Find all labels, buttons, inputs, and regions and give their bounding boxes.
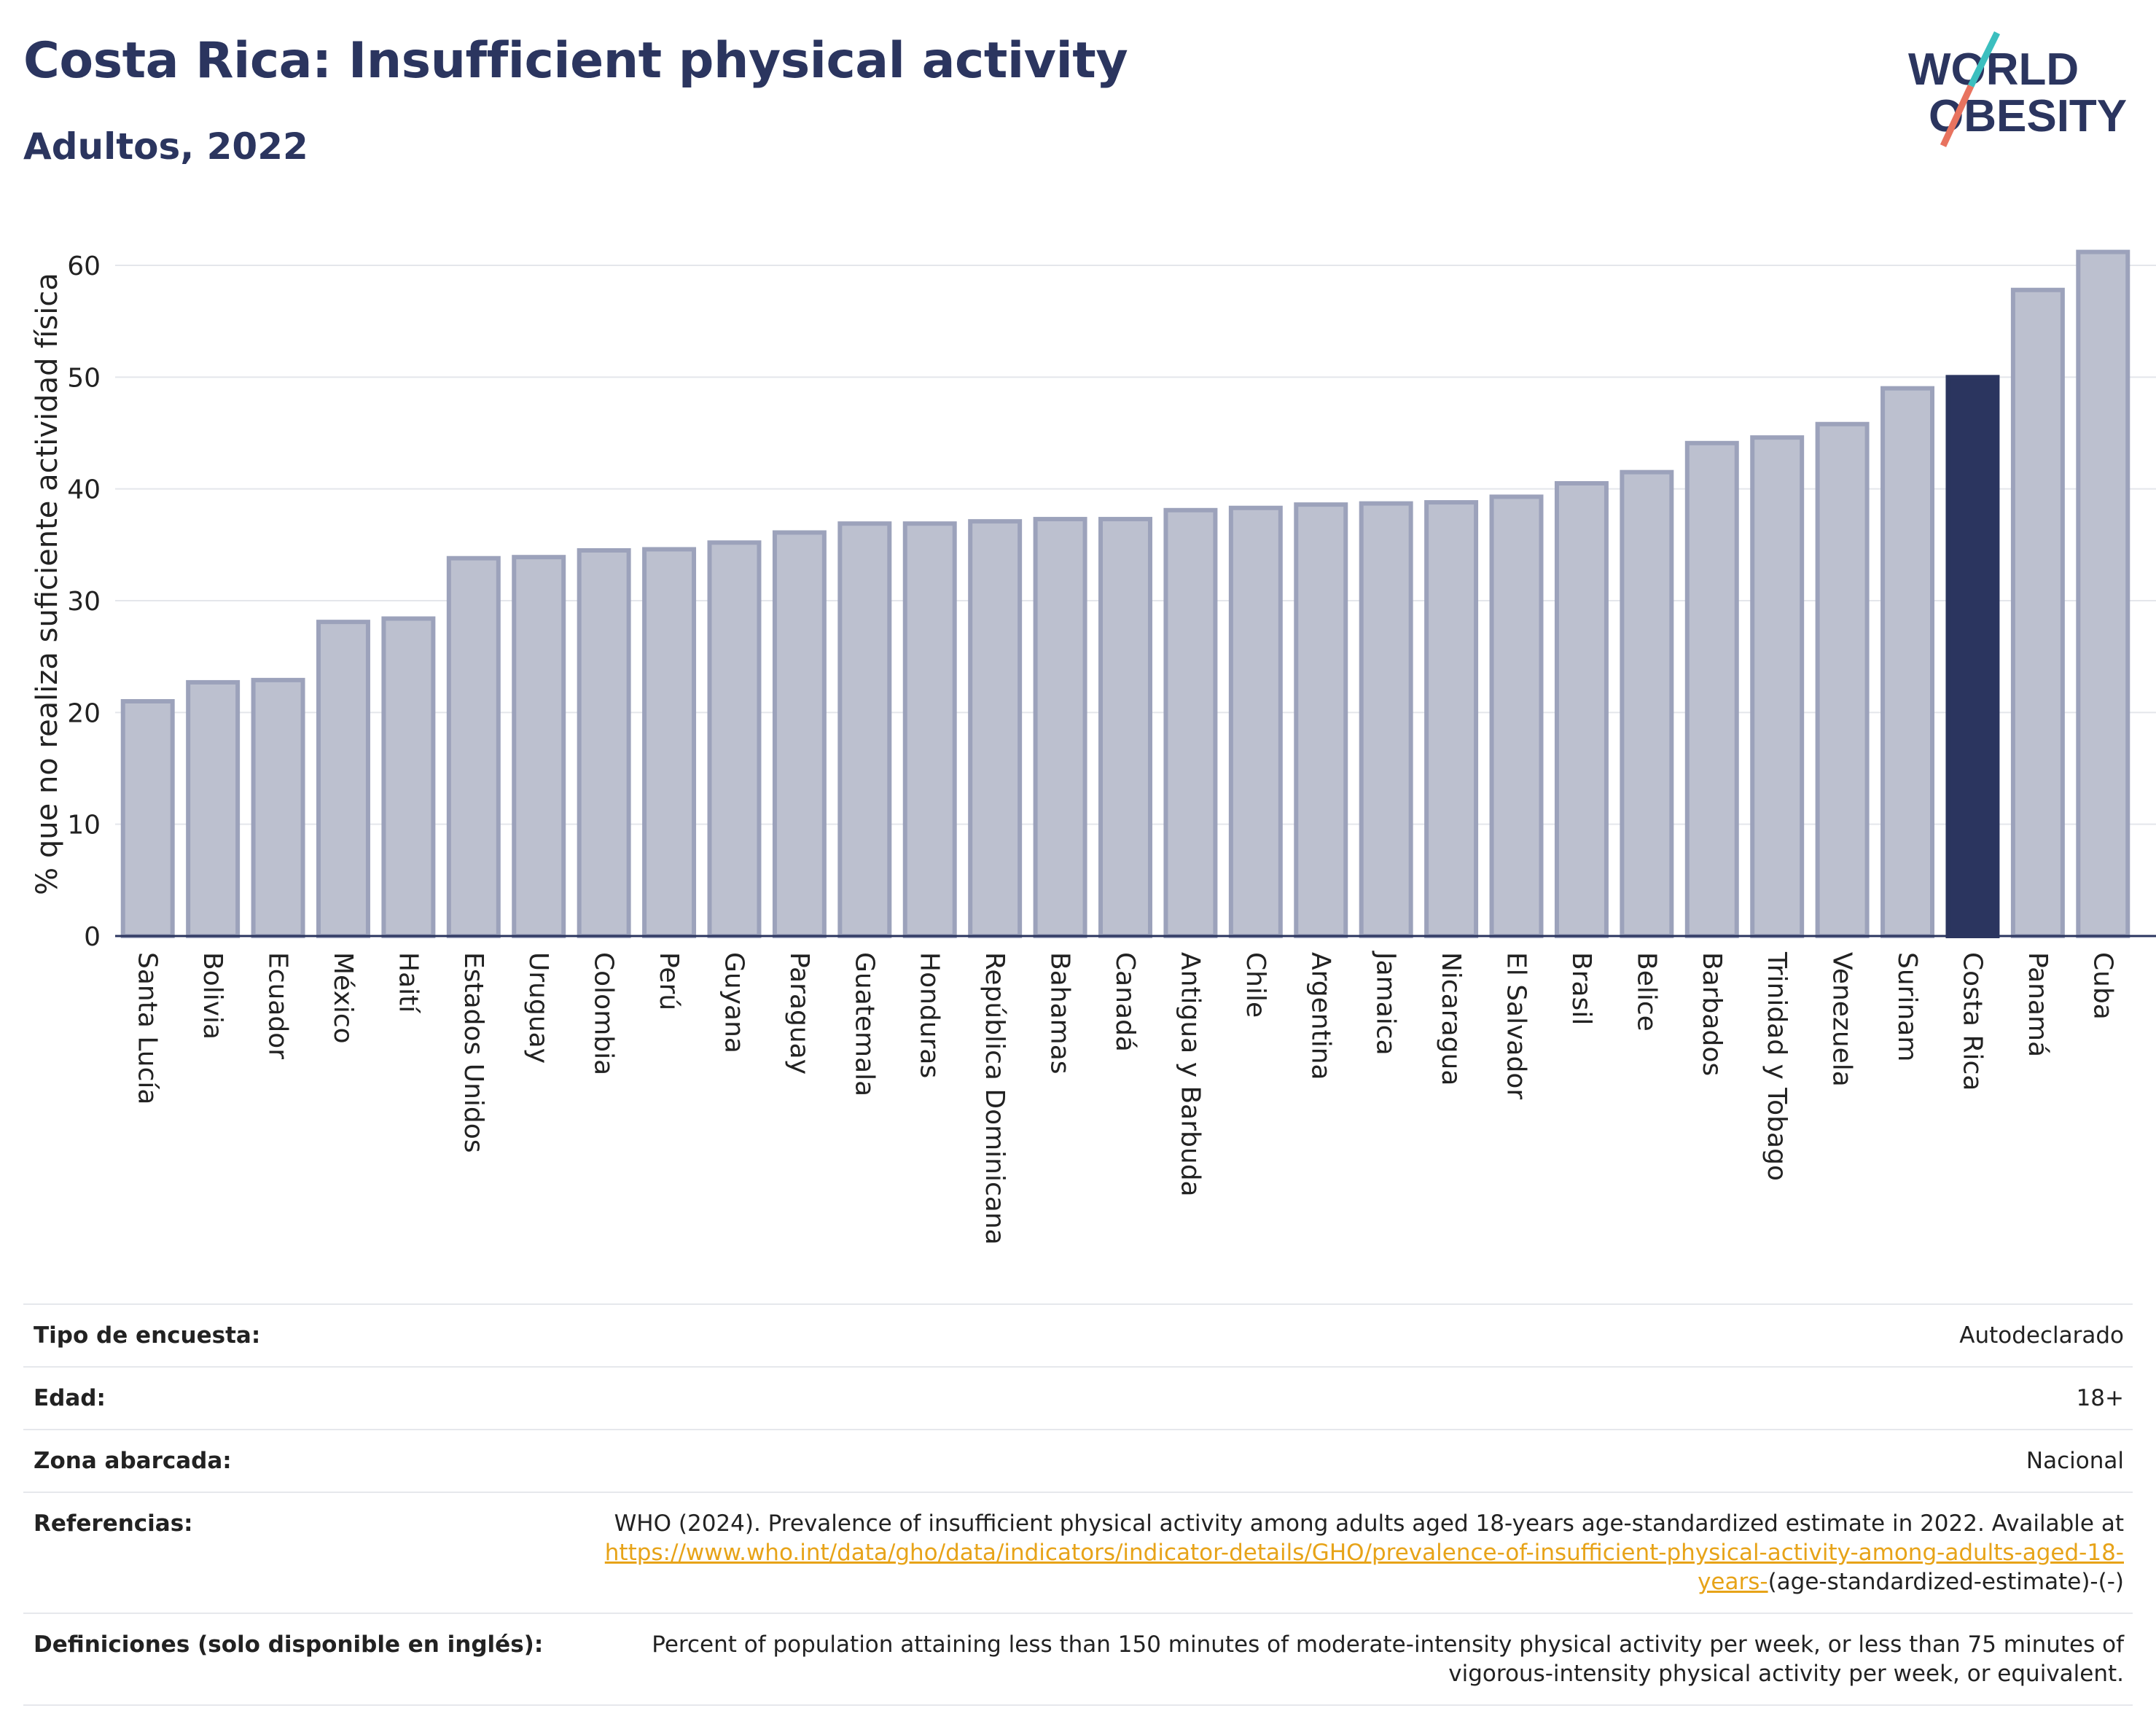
info-row: Definiciones (solo disponible en inglés)…	[23, 1613, 2133, 1706]
bar	[2010, 287, 2065, 938]
y-tick-label: 0	[84, 922, 101, 952]
bar	[186, 679, 241, 939]
references-suffix: (age-standardized-estimate)-(-)	[1768, 1569, 2124, 1595]
age-label: Edad:	[23, 1366, 582, 1430]
x-tick-label: Jamaica	[1371, 951, 1401, 1056]
x-tick-label: Estados Unidos	[458, 952, 488, 1153]
x-tick-layer: Santa Lucía Bolivia Ecuador México Haití Esta…	[133, 951, 2118, 1245]
x-tick-label: Guatemala	[849, 952, 879, 1096]
bar	[642, 547, 697, 938]
bar	[1620, 469, 1674, 938]
x-tick-label: Venezuela	[1827, 952, 1857, 1087]
bar	[1294, 502, 1348, 938]
bar	[512, 555, 566, 938]
references-text: WHO (2024). Prevalence of insufficient p…	[614, 1510, 2124, 1537]
x-tick-label: Paraguay	[784, 952, 814, 1075]
info-row: Zona abarcada: Nacional	[23, 1429, 2133, 1492]
x-tick-label: Uruguay	[523, 952, 553, 1064]
bar	[902, 521, 957, 938]
logo-slash-coral	[1940, 85, 1975, 147]
x-tick-label: Antigua y Barbuda	[1175, 952, 1205, 1197]
bar	[1750, 435, 1805, 938]
bar-layer	[120, 249, 2130, 939]
x-tick-label: Guyana	[719, 952, 749, 1053]
y-tick-label: 30	[67, 587, 101, 617]
definitions-value: Percent of population attaining less tha…	[582, 1613, 2133, 1706]
x-tick-label: Barbados	[1697, 952, 1727, 1076]
y-tick-label: 10	[67, 811, 101, 841]
info-row: Edad: 18+	[23, 1366, 2133, 1430]
x-tick-label: Trinidad y Tobago	[1762, 951, 1792, 1181]
bar	[1880, 386, 1935, 938]
x-tick-label: Haití	[393, 952, 423, 1013]
info-row: Tipo de encuesta: Autodeclarado	[23, 1303, 2133, 1367]
bar	[577, 548, 631, 938]
area-value: Nacional	[582, 1429, 2133, 1492]
definitions-label: Definiciones (solo disponible en inglés)…	[23, 1613, 582, 1706]
x-tick-label: Belice	[1631, 952, 1661, 1032]
x-tick-label: Cuba	[2087, 952, 2117, 1020]
bar	[837, 521, 892, 938]
references-link[interactable]: https://www.who.int/data/gho/data/indica…	[604, 1540, 2124, 1595]
bar	[1815, 421, 1870, 938]
bar	[1163, 507, 1218, 938]
x-tick-label: Santa Lucía	[133, 952, 163, 1104]
bar	[2076, 249, 2130, 939]
bar	[251, 677, 305, 938]
y-tick-label: 60	[67, 252, 101, 281]
x-tick-label: Bahamas	[1045, 952, 1075, 1075]
bar	[381, 616, 436, 938]
area-label: Zona abarcada:	[23, 1429, 582, 1492]
bar-highlighted	[1945, 375, 2000, 939]
x-tick-label: Perú	[654, 952, 684, 1010]
info-row: Referencias: WHO (2024). Prevalence of i…	[23, 1492, 2133, 1613]
x-tick-label: Surinam	[1892, 952, 1922, 1061]
x-tick-label: República Dominicana	[980, 952, 1009, 1245]
bar-chart: 0 10 20 30 40 50 60 Santa Lucía Bolivia Ecuador M…	[31, 249, 2156, 1245]
y-axis-label: % que no realiza suficiente actividad fí…	[31, 273, 64, 895]
x-tick-label: Panamá	[2023, 952, 2053, 1057]
bar	[1228, 505, 1283, 938]
x-tick-label: Ecuador	[263, 952, 293, 1059]
world-obesity-logo: WORLD OBESITY	[1908, 31, 2127, 147]
survey-type-value: Autodeclarado	[582, 1303, 2133, 1367]
page-subtitle: Adultos, 2022	[23, 125, 308, 168]
bar	[1033, 517, 1087, 939]
x-tick-label: Chile	[1241, 952, 1270, 1018]
bar	[707, 540, 762, 938]
bar	[1489, 494, 1544, 938]
x-tick-label: Colombia	[589, 952, 619, 1075]
y-tick-label: 40	[67, 475, 101, 505]
y-tick-label: 20	[67, 698, 101, 728]
bar	[446, 555, 501, 938]
x-tick-label: Brasil	[1566, 952, 1596, 1025]
bar	[1359, 501, 1413, 939]
logo-slash-teal	[1967, 31, 2001, 87]
age-value: 18+	[582, 1366, 2133, 1430]
references-label: Referencias:	[23, 1492, 582, 1613]
x-tick-label: Nicaragua	[1436, 952, 1466, 1085]
bar	[968, 519, 1023, 938]
x-tick-label: Argentina	[1305, 952, 1335, 1080]
survey-type-label: Tipo de encuesta:	[23, 1303, 582, 1367]
y-tick-layer: 0 10 20 30 40 50 60	[67, 252, 101, 952]
bar	[772, 530, 827, 938]
bar	[1098, 517, 1152, 939]
x-tick-label: México	[328, 952, 358, 1044]
x-tick-label: Honduras	[915, 952, 945, 1078]
x-tick-label: El Salvador	[1501, 952, 1531, 1099]
logo-line-1: WORLD	[1908, 44, 2079, 95]
page-title: Costa Rica: Insufficient physical activi…	[23, 32, 1128, 90]
references-value: WHO (2024). Prevalence of insufficient p…	[582, 1492, 2133, 1613]
x-tick-label: Costa Rica	[1957, 952, 1987, 1091]
bar	[120, 699, 175, 938]
bar	[1554, 481, 1609, 938]
bar	[316, 620, 370, 939]
x-tick-label: Canadá	[1110, 952, 1140, 1052]
x-tick-label: Bolivia	[198, 952, 227, 1040]
bar	[1684, 440, 1739, 938]
y-tick-label: 50	[67, 363, 101, 393]
bar	[1424, 500, 1479, 939]
info-table: Tipo de encuesta: Autodeclarado Edad: 18…	[23, 1303, 2133, 1706]
